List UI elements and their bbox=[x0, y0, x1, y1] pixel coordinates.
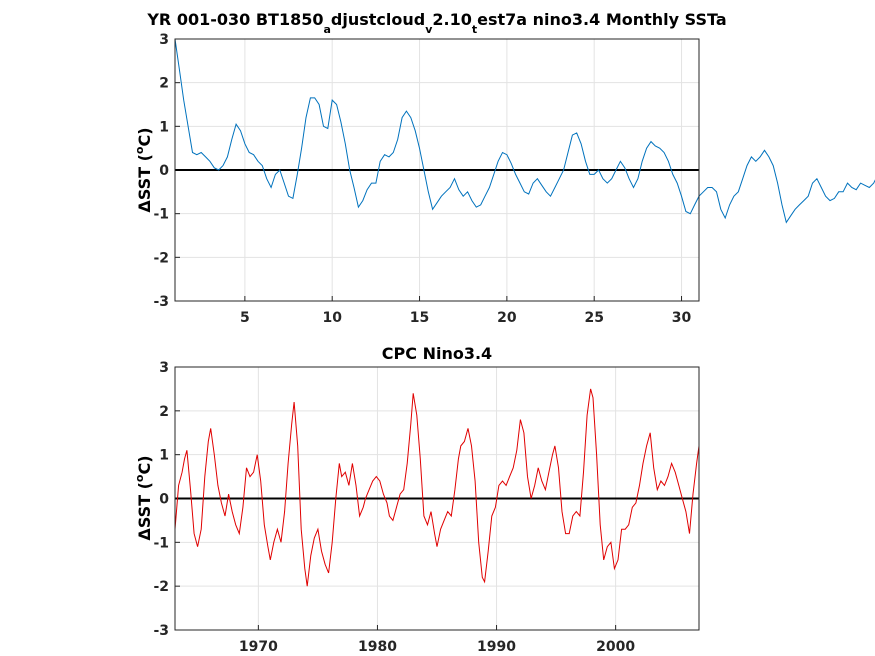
top-y-tick-label: -3 bbox=[153, 294, 169, 310]
bottom-y-tick-label: 0 bbox=[159, 492, 169, 508]
bottom-y-tick-label: -3 bbox=[153, 623, 169, 639]
bottom-y-tick-label: 1 bbox=[159, 448, 169, 464]
bottom-x-ticks: 1970 1980 1990 2000 bbox=[239, 625, 635, 655]
bottom-x-tick-label: 1970 bbox=[239, 639, 278, 655]
top-y-tick-label: 1 bbox=[159, 119, 169, 135]
top-y-tick-label: 2 bbox=[159, 76, 169, 92]
top-x-ticks: 5 10 15 20 25 30 bbox=[240, 296, 692, 326]
top-y-tick-label: -2 bbox=[153, 250, 169, 266]
top-x-tick-label: 25 bbox=[584, 310, 603, 326]
top-x-tick-label: 20 bbox=[497, 310, 517, 326]
bottom-x-tick-label: 1980 bbox=[358, 639, 397, 655]
bottom-axes-box bbox=[174, 366, 700, 631]
bottom-y-tick-label: 2 bbox=[159, 404, 169, 420]
top-y-ticks: -3 -2 -1 0 1 2 3 bbox=[153, 32, 180, 310]
top-x-tick-label: 5 bbox=[240, 310, 250, 326]
top-x-tick-label: 30 bbox=[672, 310, 692, 326]
top-axes-box bbox=[174, 38, 700, 302]
top-x-tick-label: 15 bbox=[410, 310, 429, 326]
bottom-series-line bbox=[174, 388, 700, 587]
bottom-y-ticks: -3 -2 -1 0 1 2 3 bbox=[153, 360, 180, 639]
bottom-y-tick-label: 3 bbox=[159, 360, 169, 376]
bottom-x-tick-label: 1990 bbox=[477, 639, 516, 655]
top-chart-title: YR 001-030 BT1850adjustcloudv2.10test7a … bbox=[146, 10, 726, 36]
top-y-tick-label: -1 bbox=[153, 207, 169, 223]
top-series-line bbox=[174, 38, 875, 224]
top-y-axis-label: ΔSST (oC) bbox=[133, 127, 154, 212]
bottom-y-tick-label: -2 bbox=[153, 579, 169, 595]
top-x-tick-label: 10 bbox=[322, 310, 342, 326]
top-y-tick-label: 3 bbox=[159, 32, 169, 48]
bottom-chart-title: CPC Nino3.4 bbox=[382, 344, 492, 363]
top-y-tick-label: 0 bbox=[159, 163, 169, 179]
bottom-x-tick-label: 2000 bbox=[596, 639, 635, 655]
bottom-y-tick-label: -1 bbox=[153, 535, 169, 551]
bottom-y-axis-label: ΔSST (oC) bbox=[133, 455, 154, 540]
top-chart-panel: -3 -2 -1 0 1 2 3 5 10 15 20 25 30 YR 001-030 BT1850… bbox=[133, 10, 875, 326]
